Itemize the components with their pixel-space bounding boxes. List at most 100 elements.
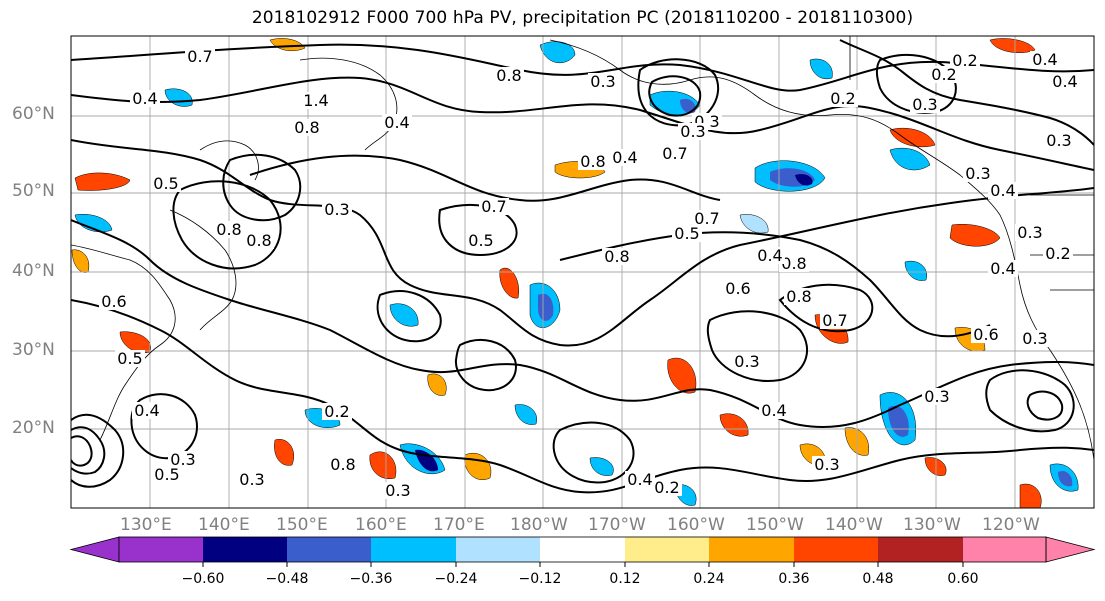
contour-label-bg <box>322 201 352 218</box>
pv-contour <box>71 426 106 475</box>
colorbar-swatch <box>878 537 963 562</box>
lon-label: 120°W <box>982 515 1040 535</box>
coastline <box>549 39 1001 216</box>
contour-label: 0.3 <box>590 72 615 91</box>
contour-label-bg <box>732 353 762 370</box>
colorbar-swatch <box>203 537 287 562</box>
contour-label-bg <box>479 198 509 215</box>
contour-label-bg <box>301 92 331 109</box>
contour-label-bg <box>602 248 632 265</box>
contour-label-bg <box>588 73 618 90</box>
contour-label: 0.8 <box>786 287 811 306</box>
colorbar <box>69 536 1096 567</box>
colorbar-tick-label: 0.24 <box>693 571 725 587</box>
precip-shade-neg <box>1058 470 1073 487</box>
contour-label: 0.7 <box>187 47 212 66</box>
precip-shade-neg <box>889 147 931 171</box>
precip-shade-neg <box>739 214 769 234</box>
contour-label: 0.6 <box>101 292 126 311</box>
precip-shade-pos <box>427 373 447 396</box>
contour-label: 0.3 <box>170 450 195 469</box>
colorbar-tick-label: 0.60 <box>947 571 979 587</box>
contour-label-bg <box>828 90 858 107</box>
contour-label: 0.8 <box>330 455 355 474</box>
contour-label-bg <box>672 225 702 242</box>
contour-label: 0.8 <box>781 254 806 273</box>
contour-label-bg <box>99 293 129 310</box>
pv-contour <box>552 421 635 484</box>
precip-shade-pos <box>889 127 936 148</box>
pv-contour <box>706 310 809 382</box>
contour-label-bg <box>784 288 814 305</box>
precip-shade-pos <box>719 413 749 437</box>
contour-label-bg <box>466 232 496 249</box>
precip-shade-neg <box>680 98 696 114</box>
lon-label: 170°W <box>588 515 646 535</box>
contour-label-bg <box>292 119 322 136</box>
contour-label-bg <box>812 456 842 473</box>
lon-label: 140°E <box>198 515 250 535</box>
coastline <box>299 57 398 151</box>
lat-label: 30°N <box>12 340 55 360</box>
colorbar-extend-max <box>1045 536 1096 563</box>
pv-contour <box>454 339 517 392</box>
contour-label: 0.7 <box>694 209 719 228</box>
contour-label-bg <box>652 479 682 496</box>
contour-label-bg <box>950 52 980 69</box>
contour-label: 0.4 <box>990 181 1015 200</box>
contour-label-bg <box>929 66 959 83</box>
contour-label: 0.4 <box>761 401 786 420</box>
colorbar-tick-label: −0.60 <box>181 571 225 587</box>
contour-label-bg <box>1050 73 1080 90</box>
coastline <box>169 209 237 331</box>
precip-shade-neg <box>904 260 928 281</box>
colorbar-swatch <box>963 537 1046 562</box>
contour-label: 0.3 <box>924 387 949 406</box>
contour-label: 0.3 <box>239 470 264 489</box>
contour-label: 0.8 <box>246 231 271 250</box>
colorbar-swatch <box>709 537 794 562</box>
pv-contour <box>222 153 302 222</box>
precip-shade-neg <box>514 404 538 425</box>
lon-label: 140°W <box>825 515 883 535</box>
contour-label: 0.4 <box>990 259 1015 278</box>
contour-label: 0.4 <box>134 401 159 420</box>
contour-label: 0.5 <box>117 349 142 368</box>
precip-shade-pos <box>269 38 306 51</box>
contour-label-bg <box>922 388 952 405</box>
contour-label: 0.3 <box>1017 223 1042 242</box>
colorbar-tick-label: 0.12 <box>609 571 641 587</box>
contour-label-bg <box>237 471 267 488</box>
contour-label: 0.3 <box>1046 131 1071 150</box>
pv-contour <box>376 290 442 343</box>
contour-label: 0.5 <box>154 465 179 484</box>
contour-label: 0.2 <box>324 402 349 421</box>
colorbar-swatch <box>794 537 878 562</box>
lon-label: 160°W <box>667 515 725 535</box>
colorbar-tick-label: −0.48 <box>265 571 309 587</box>
contour-label: 0.7 <box>822 311 847 330</box>
contour-label-bg <box>692 210 722 227</box>
colorbar-extend-min <box>69 536 120 563</box>
contour-label: 0.8 <box>216 220 241 239</box>
contour-label: 0.4 <box>1032 50 1057 69</box>
contour-labels: 0.70.4 1.40.8 0.40.50.80.80.30.60.50.70.50… <box>99 47 1080 500</box>
contour-label: 0.3 <box>385 481 410 500</box>
contour-label: 0.5 <box>468 231 493 250</box>
contour-label: 0.5 <box>153 174 178 193</box>
contour-label: 0.2 <box>952 51 977 70</box>
lon-label: 130°E <box>120 515 172 535</box>
contour-label: 0.8 <box>294 118 319 137</box>
contour-label-bg <box>625 471 655 488</box>
contour-label-bg <box>779 255 809 272</box>
contour-label-bg <box>820 312 850 329</box>
contour-label: 0.3 <box>734 352 759 371</box>
precip-shade-neg <box>589 457 614 476</box>
contour-label-bg <box>1044 132 1074 149</box>
lon-label: 130°W <box>903 515 961 535</box>
colorbar-tick-label: 0.36 <box>778 571 810 587</box>
contour-label: 0.2 <box>654 478 679 497</box>
pv-contour <box>778 283 874 333</box>
contour-label-bg <box>328 456 358 473</box>
precip-shade-neg <box>538 293 554 321</box>
